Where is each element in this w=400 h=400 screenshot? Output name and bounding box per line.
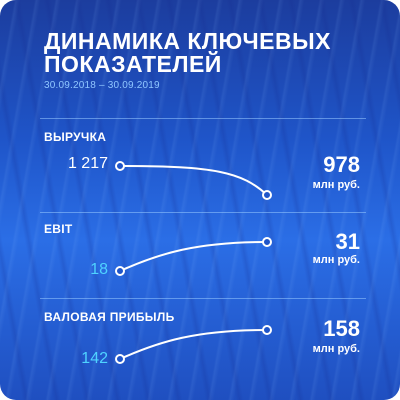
divider-revenue	[40, 118, 366, 119]
revenue-end-value: 978	[323, 152, 360, 177]
gross-profit-end-value: 158	[323, 316, 360, 341]
gross-profit-end-point	[262, 325, 272, 335]
ebit-start-value: 18	[90, 261, 108, 278]
revenue-end-point	[262, 190, 272, 200]
ebit-label: EBIT	[44, 222, 73, 236]
page-title: ДИНАМИКА КЛЮЧЕВЫХ ПОКАЗАТЕЛЕЙ	[44, 30, 364, 76]
revenue-trend-line	[119, 165, 268, 196]
period-label: 30.09.2018 – 30.09.2019	[44, 80, 160, 91]
revenue-unit: млн руб.	[312, 179, 360, 191]
ebit-end-point	[262, 237, 272, 247]
gross-profit-label: ВАЛОВАЯ ПРИБЫЛЬ	[44, 310, 175, 324]
title-line-2: ПОКАЗАТЕЛЕЙ	[44, 51, 222, 77]
gross-profit-start-value: 142	[81, 350, 108, 367]
divider-ebit	[40, 212, 366, 213]
revenue-label: ВЫРУЧКА	[44, 130, 107, 144]
title-line-1: ДИНАМИКА КЛЮЧЕВЫХ	[44, 28, 331, 54]
ebit-end-value: 31	[335, 229, 360, 254]
gross-profit-trend-line	[119, 329, 268, 360]
ebit-start-point	[115, 266, 125, 276]
divider-gross-profit	[40, 298, 366, 299]
gross-profit-unit: млн руб.	[312, 343, 360, 355]
revenue-start-point	[115, 161, 125, 171]
ebit-unit: млн руб.	[312, 254, 360, 266]
gross-profit-start-point	[115, 354, 125, 364]
revenue-start-value: 1 217	[67, 155, 108, 172]
ebit-trend-line	[119, 241, 268, 272]
